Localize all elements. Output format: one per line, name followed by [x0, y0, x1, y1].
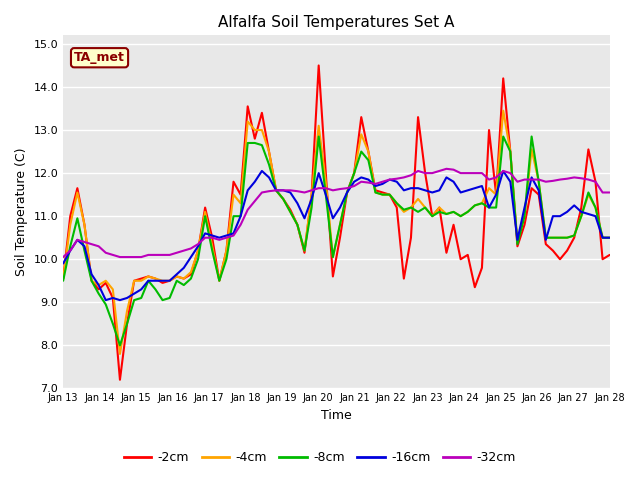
-4cm [457, 213, 465, 219]
-16cm [606, 235, 614, 240]
Line: -16cm: -16cm [63, 171, 610, 300]
-8cm [315, 133, 323, 139]
-4cm [343, 190, 351, 195]
-16cm [159, 278, 166, 284]
-8cm [301, 248, 308, 253]
-32cm [457, 170, 465, 176]
-8cm [606, 235, 614, 240]
-2cm [116, 377, 124, 383]
Line: -8cm: -8cm [63, 136, 610, 345]
-8cm [116, 342, 124, 348]
-4cm [244, 119, 252, 124]
-8cm [95, 291, 102, 297]
-2cm [95, 287, 102, 292]
-8cm [464, 209, 472, 215]
-2cm [350, 170, 358, 176]
-16cm [244, 188, 252, 193]
Legend: -2cm, -4cm, -8cm, -16cm, -32cm: -2cm, -4cm, -8cm, -16cm, -32cm [119, 446, 521, 469]
-4cm [159, 278, 166, 284]
-16cm [464, 188, 472, 193]
-32cm [60, 254, 67, 260]
-4cm [606, 235, 614, 240]
-16cm [350, 179, 358, 185]
-32cm [294, 188, 301, 194]
-16cm [95, 282, 102, 288]
-32cm [443, 166, 451, 172]
Y-axis label: Soil Temperature (C): Soil Temperature (C) [15, 148, 28, 276]
Line: -4cm: -4cm [63, 111, 610, 354]
-8cm [60, 278, 67, 284]
Title: Alfalfa Soil Temperatures Set A: Alfalfa Soil Temperatures Set A [218, 15, 454, 30]
-32cm [237, 222, 244, 228]
-2cm [315, 62, 323, 68]
-4cm [95, 282, 102, 288]
-2cm [464, 252, 472, 258]
-2cm [301, 250, 308, 256]
-32cm [606, 190, 614, 195]
-4cm [301, 248, 308, 253]
-4cm [60, 276, 67, 281]
X-axis label: Time: Time [321, 409, 352, 422]
-32cm [152, 252, 159, 258]
-8cm [350, 170, 358, 176]
Text: TA_met: TA_met [74, 51, 125, 64]
-32cm [336, 186, 344, 192]
-8cm [159, 297, 166, 303]
-16cm [102, 297, 109, 303]
-4cm [116, 351, 124, 357]
-16cm [60, 261, 67, 266]
-16cm [308, 196, 316, 202]
-8cm [244, 140, 252, 146]
-2cm [60, 276, 67, 281]
-2cm [606, 252, 614, 258]
-32cm [95, 243, 102, 249]
-2cm [159, 280, 166, 286]
-16cm [258, 168, 266, 174]
Line: -32cm: -32cm [63, 169, 610, 257]
-2cm [244, 104, 252, 109]
-4cm [499, 108, 507, 114]
Line: -2cm: -2cm [63, 65, 610, 380]
